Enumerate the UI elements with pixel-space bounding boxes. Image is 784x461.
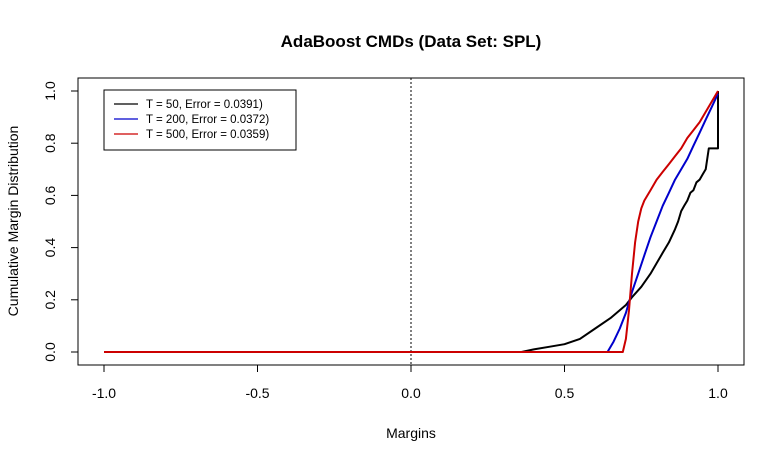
x-tick-label: -0.5 xyxy=(245,385,269,401)
series-layer xyxy=(104,90,719,353)
series-line-3 xyxy=(104,90,719,353)
x-axis: -1.0 -0.5 0.0 0.5 1.0 xyxy=(92,364,728,401)
x-tick-label: 1.0 xyxy=(708,385,728,401)
x-tick-label: -1.0 xyxy=(92,385,116,401)
y-tick-label: 0.0 xyxy=(42,342,58,362)
y-tick-label: 0.8 xyxy=(42,133,58,153)
y-tick-label: 0.2 xyxy=(42,290,58,310)
x-axis-label: Margins xyxy=(386,425,436,441)
legend: T = 50, Error = 0.0391) T = 200, Error = … xyxy=(103,89,297,151)
legend-label-2: T = 200, Error = 0.0372) xyxy=(146,114,269,126)
y-axis: 0.0 0.2 0.4 0.6 0.8 1.0 xyxy=(42,81,79,362)
series-line-1 xyxy=(104,91,719,353)
legend-box xyxy=(103,89,297,151)
y-axis-label: Cumulative Margin Distribution xyxy=(5,126,21,317)
series-line-2 xyxy=(104,93,719,353)
y-tick-label: 0.6 xyxy=(42,185,58,205)
legend-label-1: T = 50, Error = 0.0391) xyxy=(146,99,263,111)
legend-label-3: T = 500, Error = 0.0359) xyxy=(146,129,269,141)
x-tick-label: 0.0 xyxy=(401,385,421,401)
x-tick-label: 0.5 xyxy=(555,385,575,401)
y-tick-label: 1.0 xyxy=(42,81,58,101)
y-tick-label: 0.4 xyxy=(42,238,58,258)
chart-title: AdaBoost CMDs (Data Set: SPL) xyxy=(281,32,542,51)
